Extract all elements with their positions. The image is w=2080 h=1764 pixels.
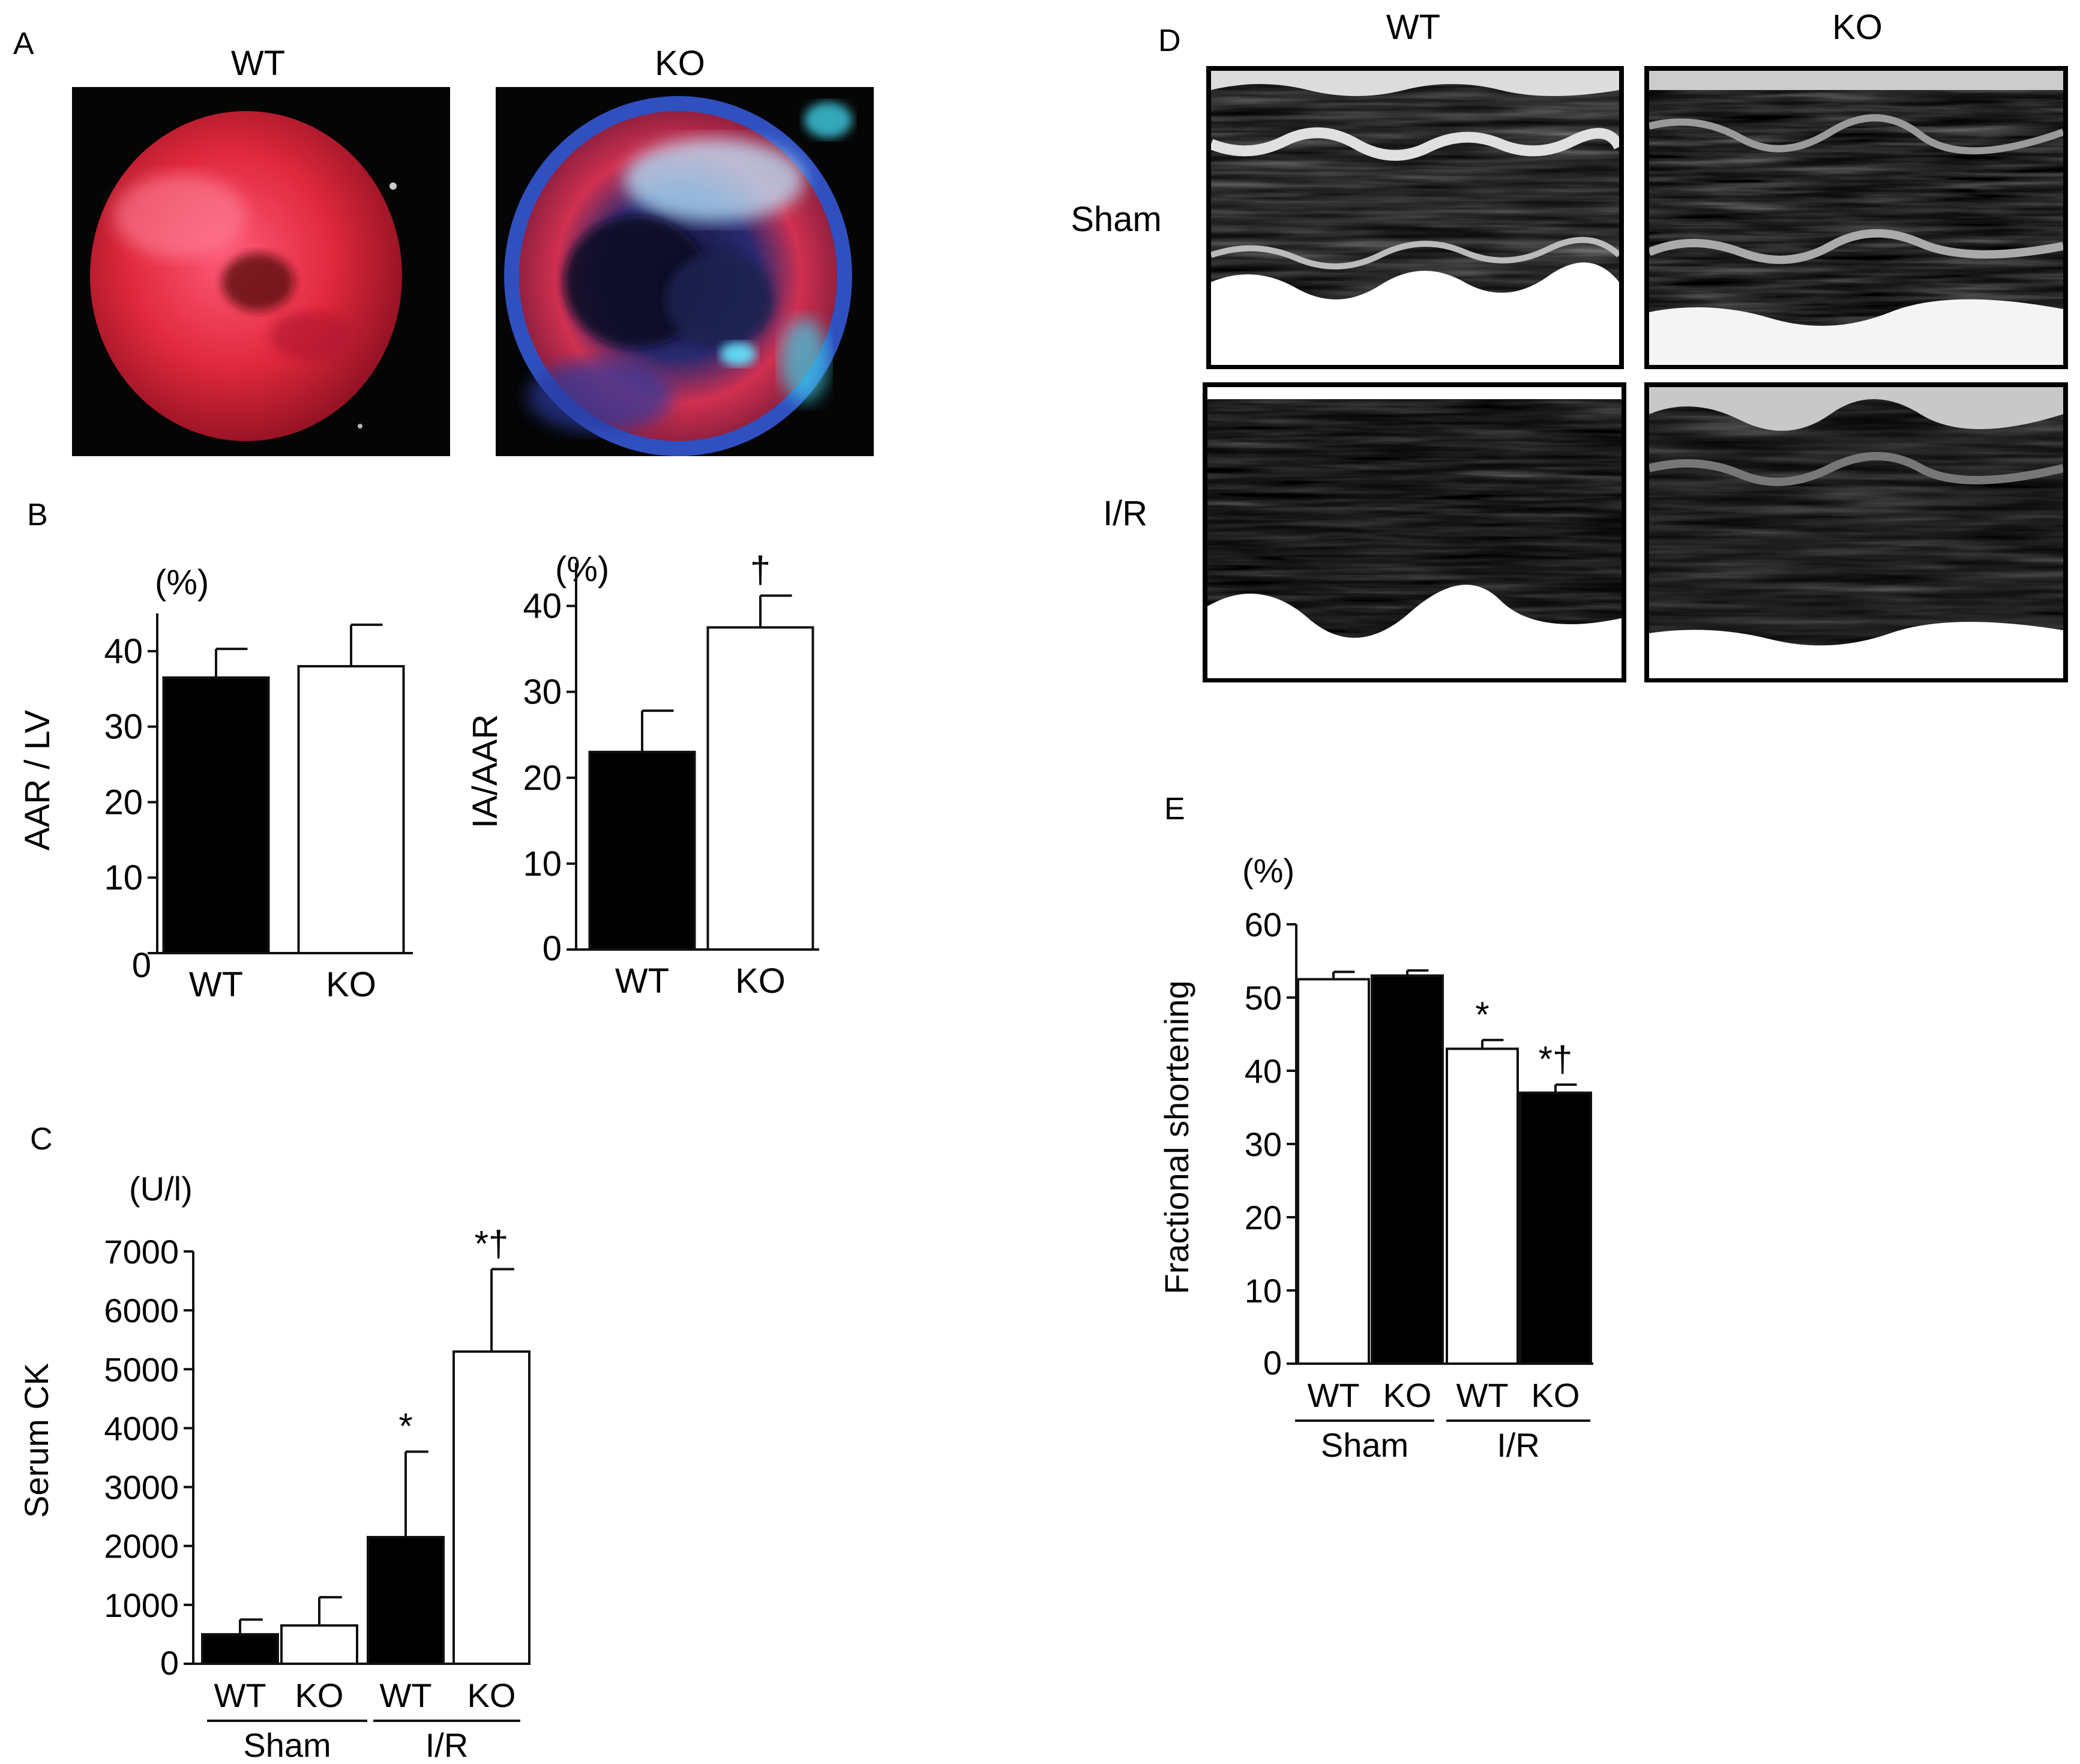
x-category-label: KO (1531, 1376, 1580, 1414)
heart-section-ko-image (496, 87, 874, 456)
echo-ko-ir-image (1644, 382, 2068, 682)
bar-wt (588, 750, 696, 951)
panel-e: E (1164, 792, 1185, 826)
bar-ko (297, 665, 405, 954)
y-tick-label: 10 (1245, 1272, 1282, 1310)
panel-d: D WT KO Sham I/R (1071, 8, 2068, 682)
x-category-label: WT (1307, 1376, 1359, 1414)
panel-d-row-ir: I/R (1103, 494, 1147, 533)
x-category-label: KO (326, 965, 376, 1004)
y-tick-label: 20 (523, 759, 562, 798)
panel-a-wt-label: WT (231, 44, 285, 83)
bar-wt (1297, 978, 1370, 1365)
echo-ko-sham-image (1644, 66, 2068, 369)
significance-marker: *† (1539, 1039, 1573, 1079)
y-axis-label: Fractional shortening (1158, 981, 1195, 1295)
y-tick-label: 0 (1263, 1344, 1282, 1382)
panel-a-ko-label: KO (655, 44, 705, 83)
panel-d-wt-label: WT (1386, 8, 1440, 47)
y-tick-label: 20 (104, 783, 143, 822)
bar-ko (1519, 1091, 1592, 1365)
panel-letter-c: C (30, 1122, 53, 1157)
group-label: Sham (1321, 1426, 1408, 1464)
chart-fractional-shortening: (%) Fractional shortening 0 10 20 30 40 50 60 WT K… (1158, 852, 1593, 1464)
panel-letter-b: B (27, 498, 48, 532)
bar-ko (706, 626, 814, 951)
panel-letter-d: D (1158, 23, 1181, 58)
panel-d-row-sham: Sham (1071, 200, 1162, 239)
significance-marker: † (750, 549, 771, 591)
y-tick-label: 7000 (104, 1233, 179, 1271)
y-tick-label: 30 (1245, 1125, 1282, 1163)
y-unit-label: (%) (555, 550, 609, 589)
x-category-label: WT (615, 962, 669, 1001)
y-tick-label: 30 (523, 673, 562, 712)
y-unit-label: (%) (155, 563, 209, 602)
panel-letter-e: E (1164, 792, 1185, 826)
echo-wt-sham-image (1206, 66, 1624, 369)
y-tick-label: 0 (160, 1644, 179, 1682)
bar-wt (201, 1633, 279, 1665)
heart-section-wt-image (72, 87, 450, 456)
y-axis-label: IA/AAR (466, 714, 505, 828)
group-label: I/R (425, 1726, 469, 1764)
x-category-label: WT (1456, 1376, 1508, 1414)
bar-wt (1446, 1047, 1519, 1365)
y-tick-label: 5000 (104, 1350, 179, 1388)
panel-a: A WT KO (13, 26, 874, 456)
y-axis-label: AAR / LV (18, 710, 57, 851)
panel-c: C (30, 1122, 53, 1157)
x-category-label: KO (735, 962, 786, 1001)
bar-ko (1371, 974, 1444, 1365)
y-tick-label: 4000 (104, 1409, 179, 1447)
bar-wt (162, 676, 270, 955)
y-tick-label: 40 (104, 632, 143, 671)
y-unit-label: (%) (1242, 852, 1294, 890)
x-category-label: WT (379, 1676, 431, 1714)
y-tick-label: 60 (1245, 906, 1282, 944)
bar-ko (452, 1350, 531, 1665)
chart-aar-lv: (%) AAR / LV 0 10 20 30 40 WT KO (18, 563, 413, 1004)
significance-marker: * (1475, 995, 1489, 1035)
panel-b: B (27, 498, 48, 532)
chart-ia-aar: (%) IA/AAR 0 10 20 30 40 WT † KO (466, 549, 819, 1001)
significance-marker: *† (475, 1223, 509, 1263)
y-tick-label: 30 (104, 708, 143, 747)
y-tick-label: 1000 (104, 1586, 179, 1624)
y-tick-label: 6000 (104, 1292, 179, 1329)
y-unit-label: (U/l) (129, 1170, 193, 1208)
y-tick-label: 40 (1245, 1052, 1282, 1090)
y-tick-label: 20 (1245, 1199, 1282, 1236)
x-category-label: WT (189, 965, 243, 1004)
y-tick-label: 0 (132, 946, 151, 985)
y-tick-label: 50 (1245, 979, 1282, 1017)
y-tick-label: 40 (523, 587, 562, 626)
bar-ko (280, 1624, 358, 1665)
y-tick-label: 10 (523, 844, 562, 884)
x-category-label: KO (1383, 1376, 1432, 1414)
x-category-label: KO (295, 1676, 344, 1714)
significance-marker: * (398, 1406, 412, 1446)
bar-wt (367, 1535, 445, 1666)
x-category-label: WT (214, 1676, 266, 1714)
echo-wt-ir-image (1203, 382, 1626, 682)
chart-serum-ck: (U/l) Serum CK 0 1000 2000 3000 4000 5000 6000 70… (17, 1170, 531, 1764)
panel-d-ko-label: KO (1832, 8, 1883, 47)
group-label: Sham (243, 1726, 331, 1764)
y-tick-label: 3000 (104, 1469, 179, 1507)
group-label: I/R (1497, 1426, 1540, 1464)
panel-letter-a: A (13, 26, 34, 61)
y-axis-label: Serum CK (17, 1363, 55, 1518)
x-category-label: KO (467, 1676, 516, 1714)
y-tick-label: 2000 (104, 1528, 179, 1565)
y-tick-label: 0 (543, 929, 562, 968)
y-tick-label: 10 (104, 858, 143, 897)
